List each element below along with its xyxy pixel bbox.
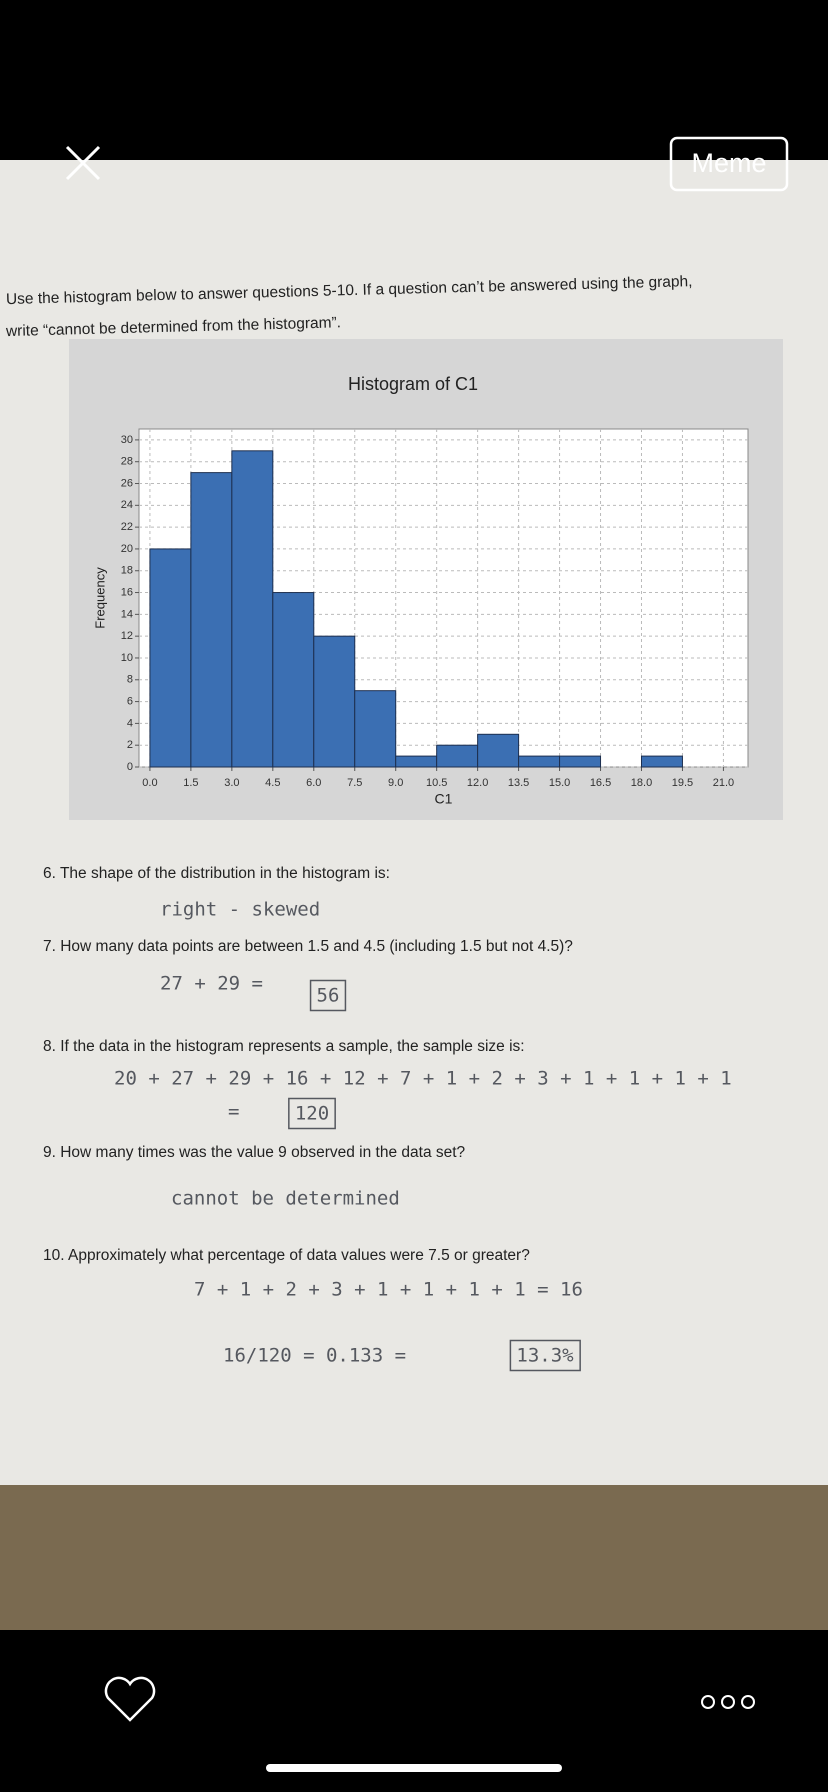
more-dot	[741, 1695, 755, 1709]
y-tick-label: 6	[127, 695, 133, 707]
histogram-bar	[190, 472, 233, 768]
question-prompt: 8. If the data in the histogram represen…	[43, 1038, 525, 1055]
y-tick-label: 26	[121, 477, 133, 489]
histogram-bar	[477, 733, 520, 768]
boxed-answer: 120	[295, 1103, 329, 1125]
x-tick-label: 10.5	[426, 777, 447, 789]
y-tick-label: 18	[121, 565, 133, 577]
y-tick-label: 16	[121, 586, 133, 598]
home-indicator	[266, 1764, 562, 1772]
y-tick-label: 14	[121, 608, 133, 620]
histogram-bar	[518, 755, 561, 768]
x-tick-label: 16.5	[590, 777, 611, 789]
y-tick-label: 0	[127, 761, 133, 773]
question-prompt: 7. How many data points are between 1.5 …	[43, 938, 573, 955]
x-tick-label: 15.0	[549, 777, 570, 789]
histogram-bar	[313, 635, 356, 768]
x-tick-label: 4.5	[265, 777, 280, 789]
histogram-bar	[354, 690, 397, 768]
question-prompt: 6. The shape of the distribution in the …	[43, 865, 390, 882]
y-tick-label: 30	[121, 434, 133, 446]
y-tick-label: 10	[121, 652, 133, 664]
boxed-answer: 13.3%	[516, 1345, 574, 1367]
x-tick-label: 18.0	[631, 777, 652, 789]
question-prompt: 10. Approximately what percentage of dat…	[43, 1247, 530, 1264]
y-tick-label: 4	[127, 717, 133, 729]
handwritten-answer: 7 + 1 + 2 + 3 + 1 + 1 + 1 + 1 = 16	[194, 1279, 583, 1301]
x-tick-label: 6.0	[306, 777, 321, 789]
x-tick-label: 12.0	[467, 777, 488, 789]
meme-button-border	[669, 136, 789, 192]
meme-button-label[interactable]: Meme	[691, 148, 766, 178]
y-tick-label: 12	[121, 630, 133, 642]
like-button[interactable]	[104, 1676, 156, 1722]
close-icon	[65, 145, 101, 181]
x-tick-label: 0.0	[142, 777, 157, 789]
question-prompt: 9. How many times was the value 9 observ…	[43, 1144, 466, 1161]
y-tick-label: 28	[121, 456, 133, 468]
y-tick-label: 24	[121, 499, 133, 511]
histogram-bar	[640, 755, 683, 768]
carpet	[0, 1485, 828, 1630]
histogram-bar	[559, 755, 602, 768]
answer-box	[288, 1097, 336, 1130]
x-tick-label: 9.0	[388, 777, 403, 789]
chart-title: Histogram of C1	[348, 374, 478, 394]
histogram-bar	[395, 755, 438, 768]
y-tick-label: 20	[121, 543, 133, 555]
x-tick-label: 1.5	[183, 777, 198, 789]
x-tick-label: 7.5	[347, 777, 362, 789]
handwritten-answer: 20 + 27 + 29 + 16 + 12 + 7 + 1 + 2 + 3 +…	[114, 1068, 732, 1090]
handwritten-answer: cannot be determined	[171, 1188, 400, 1210]
boxed-answer: 56	[317, 985, 340, 1007]
histogram-bar	[231, 450, 274, 768]
x-tick-label: 3.0	[224, 777, 239, 789]
handwritten-answer: right - skewed	[160, 899, 320, 921]
answer-box	[309, 979, 347, 1012]
x-axis-label: C1	[435, 791, 453, 807]
histogram-bar	[149, 548, 192, 768]
x-tick-label: 13.5	[508, 777, 529, 789]
y-axis-label: Frequency	[92, 567, 107, 629]
more-button[interactable]	[701, 1695, 755, 1709]
histogram-bar	[436, 744, 479, 768]
close-button[interactable]	[65, 145, 101, 181]
x-tick-label: 21.0	[713, 777, 734, 789]
x-tick-label: 19.5	[672, 777, 693, 789]
handwritten-answer: =	[228, 1101, 239, 1123]
y-tick-label: 22	[121, 521, 133, 533]
more-dot	[701, 1695, 715, 1709]
y-tick-label: 8	[127, 674, 133, 686]
more-dot	[721, 1695, 735, 1709]
handwritten-answer: 16/120 = 0.133 =	[223, 1345, 406, 1367]
answer-box	[509, 1339, 581, 1372]
meme-button[interactable]: Meme	[669, 136, 789, 192]
histogram-bar	[272, 592, 315, 768]
y-tick-label: 2	[127, 739, 133, 751]
handwritten-answer: 27 + 29 =	[160, 973, 263, 995]
